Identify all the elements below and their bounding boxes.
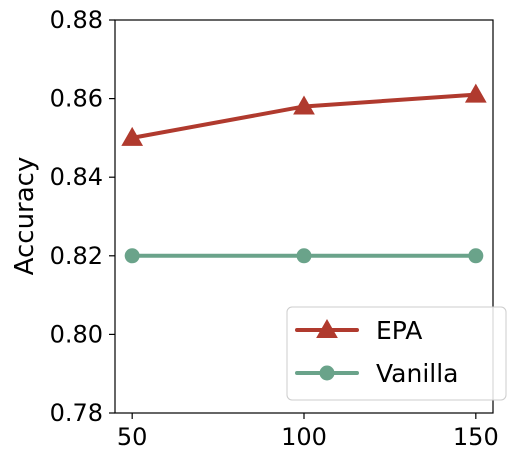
data-point-epa bbox=[121, 126, 144, 146]
series-epa bbox=[121, 83, 487, 146]
series-vanilla bbox=[124, 248, 484, 264]
y-axis-label: Accuracy bbox=[10, 157, 40, 276]
legend: EPA Vanilla bbox=[286, 306, 507, 401]
data-point-epa bbox=[293, 95, 315, 115]
data-point-vanilla bbox=[124, 248, 140, 264]
legend-marker-epa bbox=[316, 318, 338, 338]
y-tick-label: 0.88 bbox=[50, 6, 103, 34]
legend-marker-vanilla bbox=[319, 365, 335, 381]
data-point-vanilla bbox=[468, 248, 484, 264]
legend-item-vanilla: Vanilla bbox=[295, 359, 458, 388]
y-tick-label: 0.86 bbox=[50, 85, 103, 113]
data-point-epa bbox=[464, 83, 487, 103]
x-axis: 50 100 150 bbox=[117, 413, 499, 451]
series-layer bbox=[121, 83, 487, 264]
x-tick-label: 50 bbox=[117, 423, 148, 451]
y-tick-label: 0.82 bbox=[50, 242, 103, 270]
legend-label-vanilla: Vanilla bbox=[376, 359, 458, 388]
y-tick-label: 0.84 bbox=[50, 163, 103, 191]
y-tick-label: 0.80 bbox=[50, 320, 103, 348]
legend-label-epa: EPA bbox=[376, 316, 422, 345]
y-axis: 0.78 0.80 0.82 0.84 0.86 0.88 bbox=[50, 6, 115, 427]
x-tick-label: 150 bbox=[453, 423, 499, 451]
legend-item-epa: EPA bbox=[295, 316, 422, 345]
y-tick-label: 0.78 bbox=[50, 399, 103, 427]
data-point-vanilla bbox=[296, 248, 312, 264]
x-tick-label: 100 bbox=[281, 423, 327, 451]
